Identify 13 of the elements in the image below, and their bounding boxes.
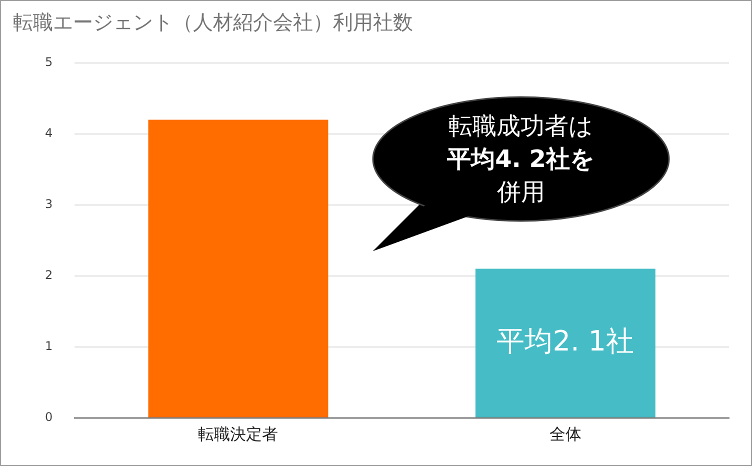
y-tick-label: 0: [44, 410, 53, 424]
chart-title: 転職エージェント（人材紹介会社）利用社数: [13, 9, 413, 36]
annotation: 転職成功者は: [448, 110, 594, 142]
x-tick-label: 全体: [549, 424, 582, 444]
annotation: 平均2. 1社: [496, 324, 634, 358]
y-tick-label: 2: [44, 268, 53, 282]
annotation: 平均4. 2社を: [447, 144, 595, 174]
x-tick-label: 転職決定者: [198, 424, 278, 444]
y-tick-label: 4: [44, 126, 53, 140]
annotation: 併用: [497, 176, 545, 208]
y-tick-label: 5: [44, 55, 53, 70]
y-tick-label: 3: [44, 197, 53, 212]
y-tick-label: 1: [44, 338, 53, 353]
